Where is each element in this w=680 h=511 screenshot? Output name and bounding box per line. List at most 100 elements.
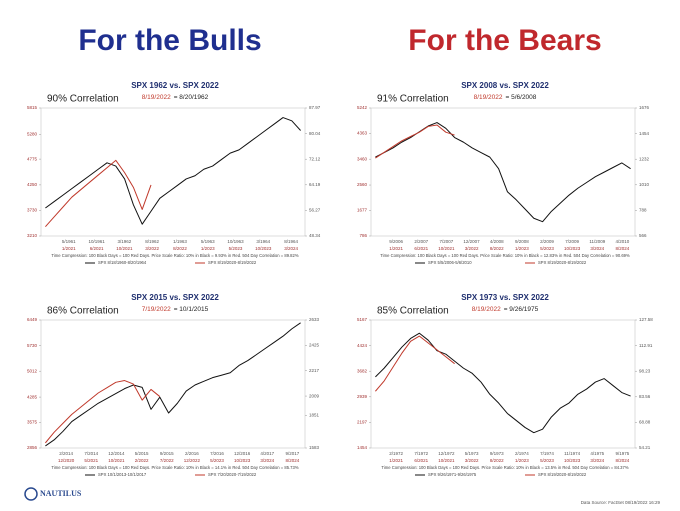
x-tick-label: 4/2010: [616, 239, 630, 244]
x2-tick-label: 12/2020: [58, 458, 75, 463]
chart-panel: SPX 2008 vs. SPX 2022 8/19/2022 = 5/6/2008…: [357, 81, 650, 265]
y2-tick-label: 56.27: [309, 208, 321, 213]
data-source: Data Source: FactSet 08/19/2022 16:29: [581, 500, 661, 505]
x2-tick-label: 2/2022: [135, 458, 149, 463]
x2-tick-label: 8/2022: [490, 246, 504, 251]
x2-tick-label: 1/2023: [515, 458, 529, 463]
y-tick-label: 4250: [27, 182, 38, 187]
y2-tick-label: 1010: [639, 182, 650, 187]
correlation-label: 86% Correlation: [47, 306, 119, 317]
x-tick-label: 3/1962: [117, 239, 131, 244]
y-tick-label: 1677: [357, 208, 368, 213]
subtitle-part: 7/19/2022: [142, 306, 171, 313]
y2-tick-label: 54.21: [639, 445, 651, 450]
x2-tick-label: 8/2024: [286, 458, 300, 463]
series-line: [375, 124, 455, 159]
y2-tick-label: 87.97: [309, 105, 321, 110]
x-tick-label: 7/1974: [540, 451, 554, 456]
series-line: [45, 380, 161, 444]
x-tick-label: 2/2016: [185, 451, 199, 456]
x-tick-label: 9/2015: [160, 451, 174, 456]
y-tick-label: 4424: [357, 343, 368, 348]
x2-tick-label: 6/2021: [414, 458, 428, 463]
y2-tick-label: 2633: [309, 317, 320, 322]
x-tick-label: 2/2009: [540, 239, 554, 244]
logo: NAUTILUS: [24, 487, 82, 501]
y-tick-label: 4285: [27, 394, 38, 399]
x-tick-label: 9/1975: [616, 451, 630, 456]
y2-tick-label: 127.58: [639, 317, 653, 322]
x-tick-label: 7/2007: [440, 239, 454, 244]
y-tick-label: 4775: [27, 156, 38, 161]
x2-tick-label: 3/2024: [284, 246, 298, 251]
y-tick-label: 2939: [357, 394, 368, 399]
correlation-label: 85% Correlation: [377, 306, 449, 317]
x2-tick-label: 3/2024: [590, 458, 604, 463]
legend-label: SPX 8/19/2020-8/19/2022: [208, 260, 257, 265]
x2-tick-label: 1/2023: [515, 246, 529, 251]
x2-tick-label: 12/2022: [184, 458, 201, 463]
subtitle-part: 8/19/2022: [472, 306, 501, 313]
y2-tick-label: 72.12: [309, 156, 321, 161]
x-tick-label: 11/2009: [589, 239, 605, 244]
x-tick-label: 2/1972: [389, 451, 403, 456]
x-tick-label: 7/2014: [84, 451, 98, 456]
x2-tick-label: 10/2021: [438, 246, 455, 251]
y-tick-label: 5012: [27, 368, 38, 373]
plot-frame: [370, 319, 636, 449]
logo-text: NAUTILUS: [40, 489, 82, 498]
x2-tick-label: 5/2023: [540, 246, 554, 251]
y-tick-label: 5167: [357, 317, 368, 322]
x2-tick-label: 5/2023: [210, 458, 224, 463]
y2-tick-label: 80.04: [309, 131, 321, 136]
x2-tick-label: 1/2021: [389, 458, 403, 463]
series-line: [375, 335, 455, 392]
legend-label: SPX 9/26/1971-9/26/1975: [428, 472, 477, 477]
legend-label: SPX 8/18/1960-8/20/1964: [98, 260, 147, 265]
x-tick-label: 12/2014: [108, 451, 125, 456]
legend-label: SPX 5/5/2006-5/6/2010: [428, 260, 472, 265]
x-tick-label: 8/1964: [284, 239, 298, 244]
chart-panel: SPX 1962 vs. SPX 2022 8/19/2022 = 8/20/196…: [27, 81, 321, 265]
x2-tick-label: 10/2021: [438, 458, 455, 463]
y-tick-label: 5280: [27, 131, 38, 136]
x-tick-label: 4/2008: [490, 239, 504, 244]
x-tick-label: 2/1974: [515, 451, 529, 456]
y2-tick-label: 788: [639, 208, 647, 213]
chart-note: Time Compression: 100 Black Days = 100 R…: [380, 253, 630, 258]
y-tick-label: 4363: [357, 130, 368, 135]
chart-title: SPX 1962 vs. SPX 2022: [131, 81, 219, 90]
x-tick-label: 1/1963: [173, 239, 187, 244]
y2-tick-label: 112.91: [639, 343, 653, 348]
x2-tick-label: 6/2021: [90, 246, 104, 251]
x2-tick-label: 3/2022: [465, 246, 479, 251]
chart-note: Time Compression: 100 Black Days = 100 R…: [51, 253, 298, 258]
x-tick-label: 12/1972: [438, 451, 455, 456]
x-tick-label: 2/2007: [414, 239, 428, 244]
x2-tick-label: 5/2023: [229, 246, 243, 251]
logo-mark: [24, 487, 38, 501]
x-tick-label: 7/2009: [565, 239, 579, 244]
chart-subtitle: 8/19/2022 = 9/26/1975: [472, 306, 539, 313]
x-tick-label: 8/1962: [145, 239, 159, 244]
subtitle-part: = 8/20/1962: [174, 94, 209, 101]
y-tick-label: 5730: [27, 343, 38, 348]
legend-label: SPX 8/19/2020-8/19/2022: [538, 472, 587, 477]
x-tick-label: 11/1974: [564, 451, 580, 456]
x2-tick-label: 10/2021: [108, 458, 125, 463]
y2-tick-label: 2425: [309, 343, 320, 348]
series-line: [45, 117, 301, 225]
x-tick-label: 5/1973: [465, 451, 479, 456]
y2-tick-label: 98.23: [639, 368, 651, 373]
x2-tick-label: 10/2023: [255, 246, 272, 251]
y-tick-label: 2560: [357, 182, 368, 187]
x2-tick-label: 1/2021: [62, 246, 76, 251]
x2-tick-label: 8/2024: [616, 246, 630, 251]
correlation-label: 91% Correlation: [377, 94, 449, 105]
x2-tick-label: 8/2024: [616, 458, 630, 463]
y-tick-label: 3575: [27, 420, 38, 425]
x2-tick-label: 3/2022: [145, 246, 159, 251]
y2-tick-label: 83.56: [639, 394, 651, 399]
legend-label: SPX 10/1/2013-10/1/2017: [98, 472, 147, 477]
